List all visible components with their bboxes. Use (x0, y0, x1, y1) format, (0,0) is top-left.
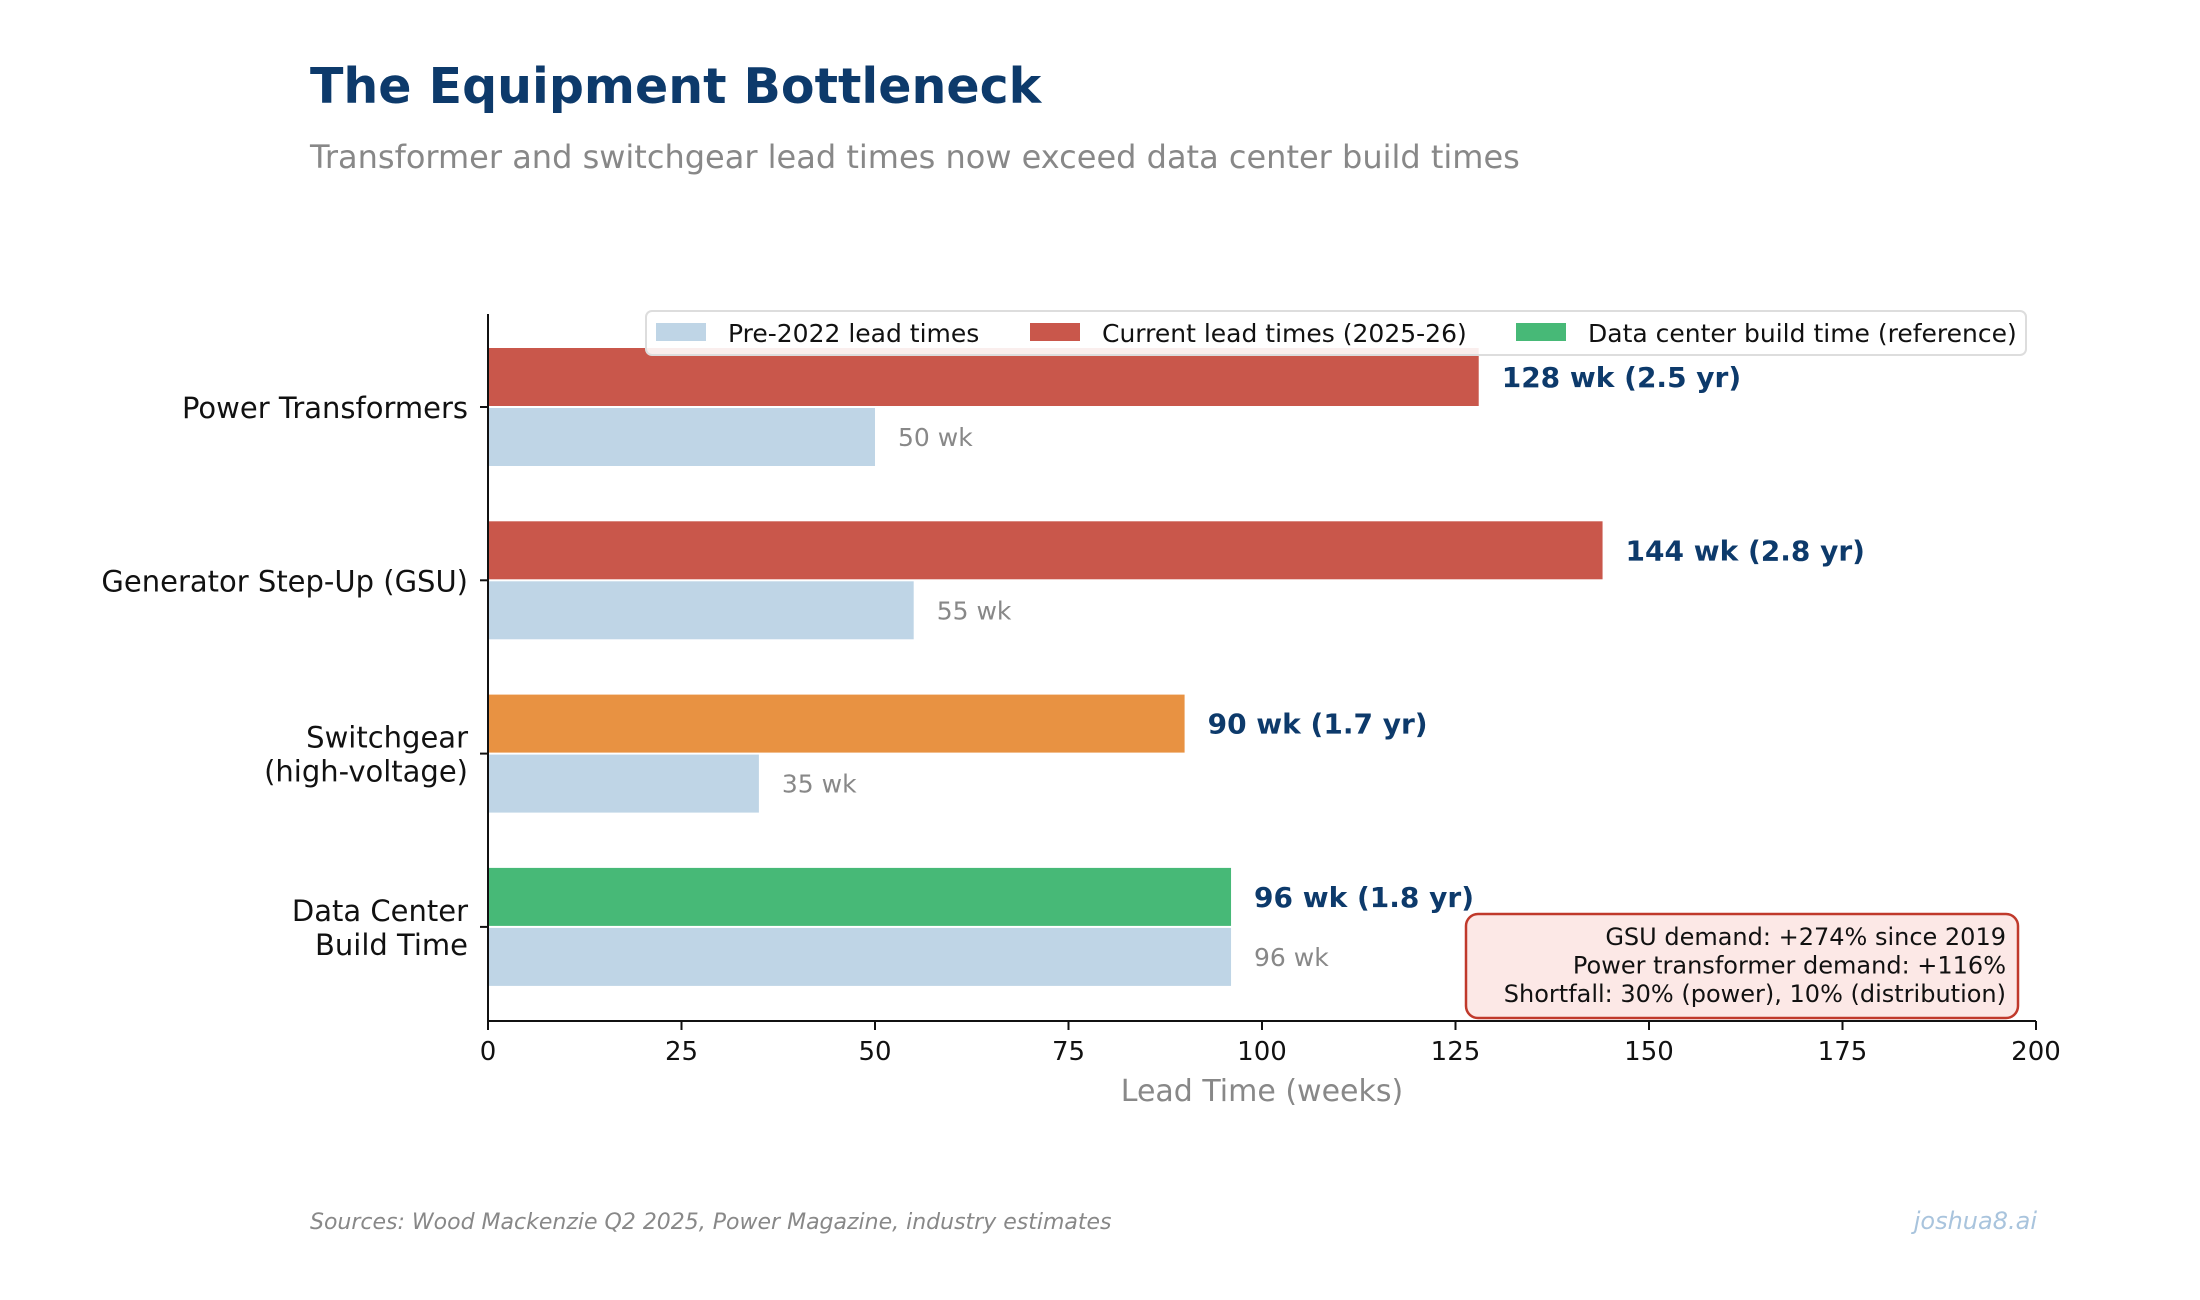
label-current-3: 96 wk (1.8 yr) (1254, 881, 1474, 914)
bar-current-3 (488, 867, 1232, 926)
bar-current-2 (488, 694, 1185, 753)
x-tick-label-6: 150 (1624, 1037, 1674, 1067)
annotation-frame (1464, 912, 2020, 1020)
brand-watermark: joshua8.ai (1911, 1207, 2038, 1235)
category-label-3-1: Build Time (315, 928, 468, 962)
label-pre2022-3: 96 wk (1254, 943, 1329, 972)
x-tick-label-5: 125 (1431, 1037, 1481, 1067)
category-label-2-0: Switchgear (306, 721, 468, 755)
bar-current-0 (488, 348, 1479, 406)
category-label-0-0: Power Transformers (182, 391, 468, 425)
legend-label-0: Pre-2022 lead times (728, 319, 979, 348)
x-tick-label-4: 100 (1237, 1037, 1287, 1067)
x-tick-label-2: 50 (858, 1037, 891, 1067)
x-tick-label-3: 75 (1052, 1037, 1085, 1067)
plot-area: 128 wk (2.5 yr) 50 wk Power Transformers 14… (101, 314, 2061, 1109)
source-note: Sources: Wood Mackenzie Q2 2025, Power M… (310, 1210, 1112, 1235)
legend-label-2: Data center build time (reference) (1588, 319, 2017, 348)
category-label-3-0: Data Center (292, 894, 468, 928)
label-current-1: 144 wk (2.8 yr) (1626, 534, 1865, 567)
legend: Pre-2022 lead times Current lead times (2… (645, 310, 2027, 356)
x-axis-label: Lead Time (weeks) (1121, 1074, 1403, 1109)
chart-title: The Equipment Bottleneck (310, 58, 1043, 115)
bar-pre2022-0 (488, 408, 875, 466)
x-tick-label-1: 25 (665, 1037, 698, 1067)
annotation-line-2: Shortfall: 30% (power), 10% (distributio… (1504, 980, 2006, 1008)
legend-swatch-0 (656, 323, 706, 341)
label-current-0: 128 wk (2.5 yr) (1502, 361, 1741, 394)
bar-current-1 (488, 521, 1603, 580)
legend-swatch-1 (1030, 323, 1080, 341)
bar-pre2022-2 (488, 754, 759, 813)
category-label-1-0: Generator Step-Up (GSU) (101, 564, 468, 598)
legend-frame (645, 310, 2027, 356)
label-pre2022-0: 50 wk (898, 423, 973, 452)
label-pre2022-2: 35 wk (782, 770, 857, 799)
legend-label-1: Current lead times (2025-26) (1102, 319, 1467, 348)
category-label-2-1: (high-voltage) (264, 755, 468, 789)
label-pre2022-1: 55 wk (937, 596, 1012, 625)
chart-subtitle: Transformer and switchgear lead times no… (309, 138, 1520, 176)
annotation-line-1: Power transformer demand: +116% (1573, 952, 2006, 980)
annotation-line-0: GSU demand: +274% since 2019 (1605, 923, 2006, 951)
x-tick-label-7: 175 (1818, 1037, 1868, 1067)
legend-swatch-2 (1516, 323, 1566, 341)
label-current-2: 90 wk (1.7 yr) (1208, 708, 1428, 741)
x-tick-label-8: 200 (2011, 1037, 2061, 1067)
bar-pre2022-3 (488, 927, 1232, 986)
bar-pre2022-1 (488, 581, 914, 640)
x-tick-label-0: 0 (480, 1037, 497, 1067)
